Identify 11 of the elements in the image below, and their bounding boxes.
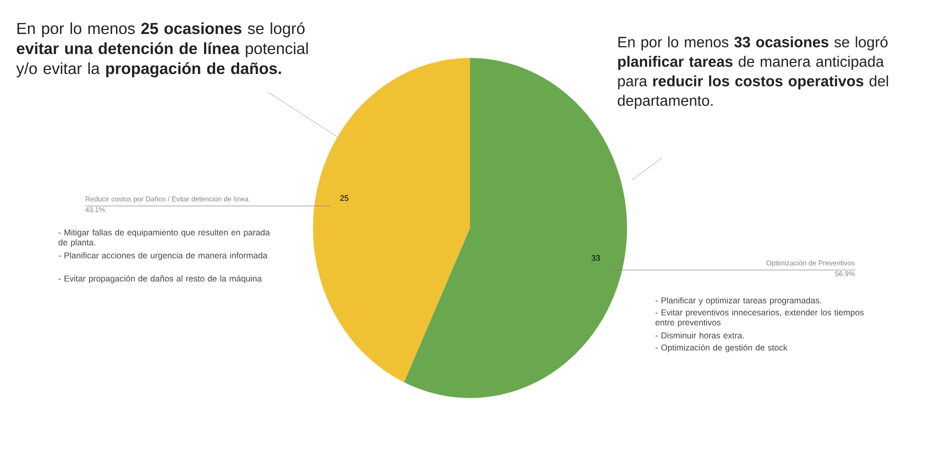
text: - Evitar preventivos innecesarios, extender los tiempos entre preventivos bbox=[656, 309, 864, 328]
text: - Planificar y optimizar tareas programadas. bbox=[656, 297, 822, 306]
text: - Optimización de gestión de stock bbox=[656, 344, 788, 352]
text: - Evitar propagación de daños al resto de la máquina bbox=[58, 275, 262, 284]
text: - Disminuir horas extra. bbox=[656, 332, 744, 338]
text: - Mitigar fallas de equipamiento que resulten en parada de planta. bbox=[58, 229, 270, 248]
text: - Planificar acciones de urgencia de manera informada bbox=[58, 252, 268, 260]
data-label: 25 bbox=[340, 195, 348, 201]
text: En por lo menos 25 ocasiones se logró evitar una detención de línea potencial y/o evitar la propagación de daños. bbox=[16, 22, 308, 78]
text: En por lo menos 33 ocasiones se logró planificar tareas de manera anticipada para reducir los costos operativos del departamento. bbox=[618, 36, 888, 109]
data-label: 33 bbox=[592, 255, 600, 261]
